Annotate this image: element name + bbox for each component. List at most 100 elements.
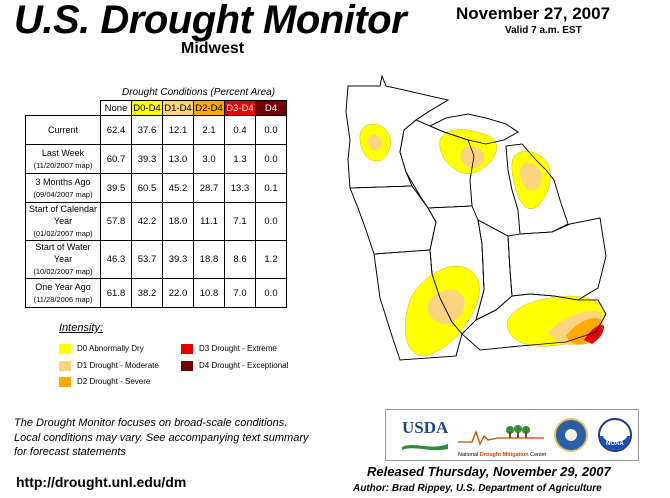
row-label: One Year Ago (11/28/2006 map) bbox=[25, 278, 101, 308]
usda-logo: USDA bbox=[402, 418, 449, 451]
cell-value: 28.7 bbox=[193, 173, 225, 203]
cell-value: 8.6 bbox=[224, 240, 256, 279]
cell-value: 39.3 bbox=[131, 144, 163, 174]
drought-map bbox=[345, 74, 607, 361]
row-label: Start of Calendar Year (01/02/2007 map) bbox=[25, 202, 101, 241]
legend-item-d4: D4 Drought - Exceptional bbox=[181, 361, 288, 371]
table-row: Start of Water Year (10/02/2007 map) 46.3… bbox=[25, 240, 287, 279]
drought-area-d1 bbox=[368, 134, 382, 151]
cell-value: 60.5 bbox=[131, 173, 163, 203]
noaa-text: NOAA bbox=[606, 441, 624, 447]
row-subtitle: (11/28/2006 map) bbox=[33, 294, 93, 304]
cell-value: 38.2 bbox=[131, 278, 163, 308]
note-line: for forecast statements bbox=[14, 446, 126, 458]
row-subtitle: (09/04/2007 map) bbox=[33, 189, 93, 199]
cell-value: 39.5 bbox=[100, 173, 132, 203]
drought-area-d0 bbox=[520, 310, 540, 327]
usda-logo-text: USDA bbox=[402, 418, 449, 437]
cell-value: 62.4 bbox=[100, 115, 132, 145]
cell-value: 45.2 bbox=[162, 173, 194, 203]
cell-value: 7.1 bbox=[224, 202, 256, 241]
cell-value: 0.0 bbox=[255, 144, 287, 174]
cell-value: 10.8 bbox=[193, 278, 225, 308]
legend-swatch bbox=[59, 361, 71, 371]
ndmc-logo-text: National Drought Mitigation Center bbox=[458, 452, 547, 458]
cell-value: 0.0 bbox=[255, 202, 287, 241]
col-d2-d4: D2-D4 bbox=[193, 100, 225, 116]
row-title: Start of Calendar Year bbox=[28, 204, 98, 226]
table-row: Current 62.4 37.6 12.1 2.1 0.4 0.0 bbox=[25, 115, 287, 145]
row-title: Last Week bbox=[41, 147, 85, 158]
cell-value: 0.4 bbox=[224, 115, 256, 145]
table-caption: Drought Conditions (Percent Area) bbox=[122, 87, 276, 98]
legend-title: Intensity: bbox=[59, 322, 104, 334]
col-none: None bbox=[100, 100, 132, 116]
col-d1-d4: D1-D4 bbox=[162, 100, 194, 116]
seal-center bbox=[565, 429, 577, 441]
cell-value: 37.6 bbox=[131, 115, 163, 145]
legend-label: D0 Abnormally Dry bbox=[77, 344, 144, 354]
row-subtitle: (01/02/2007 map) bbox=[33, 229, 93, 238]
row-title: One Year Ago bbox=[35, 281, 91, 292]
row-label: Last Week (11/20/2007 map) bbox=[25, 144, 101, 174]
cell-value: 46.3 bbox=[100, 240, 132, 279]
valid-time: Valid 7 a.m. EST bbox=[505, 25, 582, 36]
legend-item-d1: D1 Drought - Moderate bbox=[59, 361, 159, 371]
table-row: 3 Months Ago (09/04/2007 map) 39.5 60.5 4… bbox=[25, 173, 287, 203]
legend-swatch bbox=[181, 344, 193, 354]
cell-value: 18.8 bbox=[193, 240, 225, 279]
ndmc-graph-icon bbox=[458, 425, 544, 446]
cell-value: 2.1 bbox=[193, 115, 225, 145]
note-line: The Drought Monitor focuses on broad-sca… bbox=[14, 417, 288, 429]
legend-swatch bbox=[59, 377, 71, 387]
release-date: Released Thursday, November 29, 2007 bbox=[367, 464, 611, 479]
legend-item-d0: D0 Abnormally Dry bbox=[59, 344, 144, 354]
noaa-gull bbox=[603, 428, 627, 444]
cell-value: 1.3 bbox=[224, 144, 256, 174]
ndmc-main: Drought Mitigation bbox=[479, 452, 529, 458]
drought-area-d1 bbox=[519, 163, 542, 191]
noaa-logo: NOAA bbox=[598, 418, 632, 452]
row-title: Start of Water Year bbox=[35, 242, 91, 264]
row-label: Start of Water Year (10/02/2007 map) bbox=[25, 240, 101, 279]
cell-value: 42.2 bbox=[131, 202, 163, 241]
cell-value: 0.1 bbox=[255, 173, 287, 203]
usda-swoosh bbox=[402, 444, 448, 451]
partner-logos: USDA National Drought Mitigation Center … bbox=[385, 409, 639, 461]
drought-area-d1 bbox=[460, 146, 485, 169]
cell-value: 1.2 bbox=[255, 240, 287, 279]
cell-value: 0.0 bbox=[255, 278, 287, 308]
author-credit: Author: Brad Rippey, U.S. Department of … bbox=[353, 483, 602, 494]
region-name: Midwest bbox=[181, 40, 245, 57]
legend-label: D4 Drought - Exceptional bbox=[199, 361, 289, 371]
note-line: Local conditions may vary. See accompany… bbox=[14, 431, 309, 444]
col-d3-d4: D3-D4 bbox=[224, 100, 256, 116]
legend-swatch bbox=[59, 344, 71, 354]
row-label: 3 Months Ago (09/04/2007 map) bbox=[25, 173, 101, 203]
cell-value: 53.7 bbox=[131, 240, 163, 279]
drought-areas bbox=[359, 123, 605, 357]
website-url[interactable]: http://drought.unl.edu/dm bbox=[16, 474, 187, 490]
cell-value: 0.0 bbox=[255, 115, 287, 145]
cell-value: 13.3 bbox=[224, 173, 256, 203]
cell-value: 18.0 bbox=[162, 202, 194, 241]
map-title: U.S. Drought Monitor bbox=[14, 0, 407, 42]
table-header-row: None D0-D4 D1-D4 D2-D4 D3-D4 D4 bbox=[26, 100, 287, 116]
ndmc-logo: National Drought Mitigation Center bbox=[458, 424, 547, 458]
cell-value: 57.8 bbox=[100, 202, 132, 241]
legend-label: D2 Drought - Severe bbox=[77, 377, 151, 387]
drought-area-d1 bbox=[427, 289, 465, 325]
row-title: 3 Months Ago bbox=[35, 176, 91, 187]
cell-value: 61.8 bbox=[100, 278, 132, 308]
cell-value: 39.3 bbox=[162, 240, 194, 279]
state-borders bbox=[345, 74, 607, 361]
cell-value: 11.1 bbox=[193, 202, 225, 241]
table-row: Start of Calendar Year (01/02/2007 map) 5… bbox=[25, 202, 287, 241]
col-d4: D4 bbox=[255, 100, 287, 116]
table-row: One Year Ago (11/28/2006 map) 61.8 38.2 2… bbox=[25, 278, 287, 308]
cell-value: 60.7 bbox=[100, 144, 132, 174]
ndmc-prefix: National bbox=[458, 452, 479, 458]
row-label: Current bbox=[25, 115, 101, 145]
legend-item-d3: D3 Drought - Extreme bbox=[181, 344, 277, 354]
cell-value: 13.0 bbox=[162, 144, 194, 174]
